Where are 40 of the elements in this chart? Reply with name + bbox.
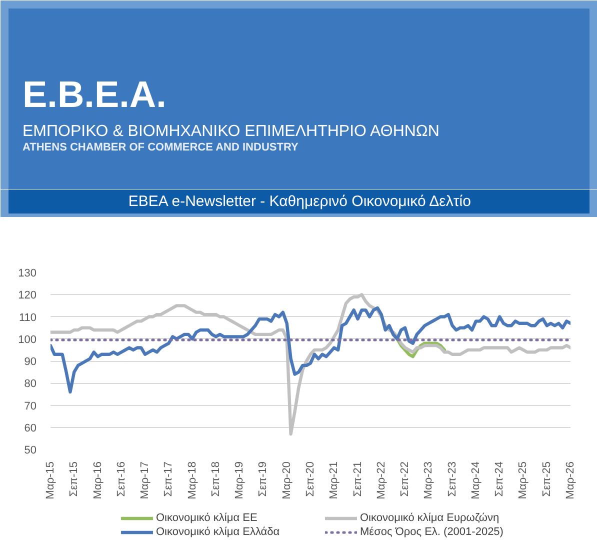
x-tick-label: Σεπ-21 (352, 461, 364, 497)
chart-subtitle: ΕΜΠΟΡΙΚΟ & ΒΙΟΜΗΧΑΝΙΚΟ ΕΠΙΜΕΛΗΤΗΡΙΟ ΑΘΗΝΩΝ (22, 123, 440, 140)
y-tick-label: 130 (18, 268, 37, 280)
y-tick-label: 90 (24, 356, 37, 368)
legend-label: Οικονομικό κλίμα ΕΕ (156, 512, 258, 524)
x-tick-label: Μαρ-16 (92, 461, 104, 500)
y-tick-label: 70 (24, 400, 37, 412)
y-tick-label: 50 (24, 444, 37, 456)
x-tick-label: Σεπ-15 (68, 461, 80, 497)
text: ATHENS CHAMBER OF COMMERCE AND INDUSTRY (22, 142, 299, 154)
text: ΕΒΕΑ e-Newsletter - Καθημερινό Οικονομικό Δελτίο (128, 193, 471, 210)
x-tick-label: Σεπ-16 (115, 461, 128, 497)
chart-title: Ε.Β.Ε.Α. (22, 74, 166, 115)
x-tick-label: Μαρ-18 (186, 461, 198, 500)
x-tick-label: Σεπ-17 (162, 461, 175, 497)
legend-label: Οικονομικό κλίμα Ευρωζώνη (360, 512, 500, 524)
y-tick-label: 100 (18, 334, 37, 346)
legend-label: Μέσος Όρος Ελ. (2001-2025) (360, 526, 504, 538)
x-tick-label: Μαρ-17 (139, 461, 152, 500)
x-tick-label: Σεπ-25 (540, 461, 553, 497)
x-tick-label: Μαρ-19 (234, 461, 246, 500)
x-tick-label: Μαρ-25 (517, 461, 530, 500)
x-tick-label: Μαρ-26 (564, 461, 576, 500)
x-tick-label: Μαρ-23 (422, 461, 435, 500)
x-tick-label: Μαρ-20 (280, 461, 293, 500)
x-tick-label: Μαρ-24 (470, 461, 482, 500)
x-tick-label: Σεπ-19 (257, 461, 270, 497)
y-tick-label: 120 (18, 290, 37, 302)
x-tick-label: Μαρ-22 (375, 461, 388, 500)
x-tick-label: Σεπ-20 (304, 461, 316, 497)
x-tick-label: Σεπ-18 (210, 461, 222, 497)
x-tick-label: Μαρ-21 (328, 461, 340, 500)
x-tick-label: Σεπ-23 (446, 461, 458, 497)
y-tick-label: 110 (18, 312, 37, 324)
x-tick-label: Σεπ-24 (494, 461, 506, 497)
y-tick-label: 80 (24, 378, 37, 390)
legend-label: Οικονομικό κλίμα Ελλάδα (156, 526, 281, 538)
x-tick-label: Μαρ-15 (44, 461, 56, 500)
x-tick-label: Σεπ-22 (399, 461, 412, 497)
y-tick-label: 60 (24, 422, 37, 434)
